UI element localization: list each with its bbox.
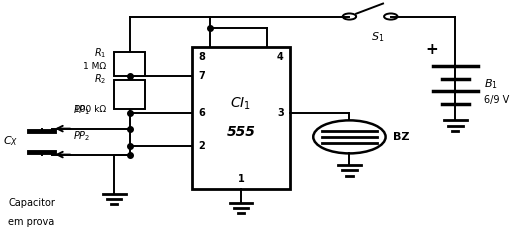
Text: 6/9 V: 6/9 V <box>484 95 509 105</box>
Text: 100 kΩ: 100 kΩ <box>74 105 107 114</box>
Text: 6: 6 <box>198 108 205 118</box>
Text: $R_1$: $R_1$ <box>94 46 107 60</box>
Text: $R_2$: $R_2$ <box>94 72 107 86</box>
Text: 8: 8 <box>198 52 205 62</box>
Bar <box>192 47 290 189</box>
Text: 1: 1 <box>238 174 244 184</box>
Text: Capacitor: Capacitor <box>8 198 55 208</box>
Text: 3: 3 <box>277 108 284 118</box>
Text: 555: 555 <box>226 125 255 139</box>
Text: 1 MΩ: 1 MΩ <box>83 62 107 71</box>
Text: $PP_2$: $PP_2$ <box>73 129 90 143</box>
Text: $B_1$: $B_1$ <box>484 77 498 91</box>
Bar <box>114 52 145 76</box>
Text: 2: 2 <box>198 141 205 151</box>
Text: 7: 7 <box>198 71 205 80</box>
Text: BZ: BZ <box>393 132 410 142</box>
Text: $S_1$: $S_1$ <box>371 31 384 44</box>
Bar <box>114 80 145 109</box>
Text: 4: 4 <box>277 52 284 62</box>
Text: +: + <box>426 42 438 57</box>
Text: $CI_1$: $CI_1$ <box>230 96 251 112</box>
Text: $PP_1$: $PP_1$ <box>73 103 90 117</box>
Text: em prova: em prova <box>8 217 55 227</box>
Text: $C_X$: $C_X$ <box>4 135 19 148</box>
